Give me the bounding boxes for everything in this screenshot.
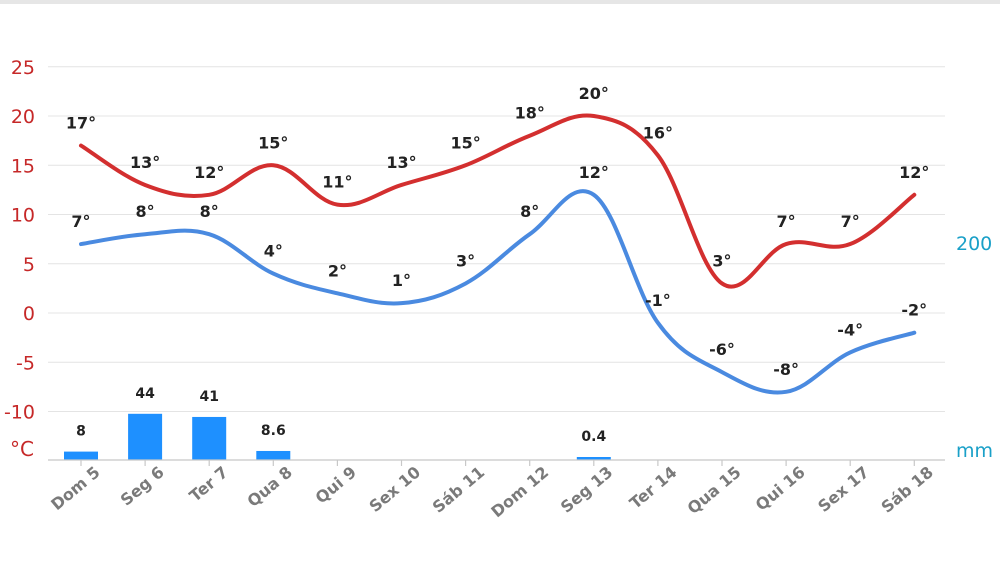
precip-bar bbox=[256, 450, 291, 460]
max-temp-label: 12° bbox=[899, 163, 929, 182]
y-tick-label: 10 bbox=[11, 205, 35, 227]
precip-bar bbox=[128, 413, 163, 460]
max-temp-label: 16° bbox=[643, 123, 673, 142]
precip-label: 8.6 bbox=[261, 423, 286, 439]
precip-bar bbox=[192, 416, 227, 460]
x-tick-label: Seg 6 bbox=[117, 463, 168, 510]
y-tick-label: 5 bbox=[23, 254, 35, 276]
y-tick-label: -10 bbox=[4, 402, 35, 424]
min-temp-label: 4° bbox=[264, 242, 283, 261]
x-tick-label: Seg 13 bbox=[557, 463, 616, 517]
max-temp-label: 7° bbox=[841, 212, 860, 231]
min-temp-label: 1° bbox=[392, 271, 411, 290]
y-tick-label: 0 bbox=[23, 303, 35, 325]
max-temperature-line bbox=[79, 113, 917, 289]
temperature-lines bbox=[79, 113, 917, 395]
min-temp-label: 8° bbox=[136, 202, 155, 221]
min-temp-label: 12° bbox=[579, 163, 609, 182]
precip-axis-label: 200 bbox=[956, 233, 992, 255]
min-temperature-line bbox=[79, 189, 917, 395]
precipitation-bars bbox=[64, 413, 611, 460]
x-tick-label: Dom 5 bbox=[47, 463, 103, 515]
x-tick-label: Ter 14 bbox=[626, 463, 681, 513]
max-temp-label: 3° bbox=[712, 251, 731, 270]
y-tick-label: 20 bbox=[11, 106, 35, 128]
max-temp-label: 13° bbox=[130, 153, 160, 172]
x-tick-label: Sex 10 bbox=[365, 463, 424, 516]
y-tick-label: 15 bbox=[11, 155, 35, 177]
x-tick-label: Qua 8 bbox=[243, 463, 295, 511]
y-tick-label: 25 bbox=[11, 57, 35, 79]
max-temp-label: 7° bbox=[777, 212, 796, 231]
precip-label: 0.4 bbox=[581, 429, 606, 445]
precip-label: 44 bbox=[135, 386, 155, 402]
x-tick-label: Sex 17 bbox=[814, 463, 873, 516]
precip-label: 41 bbox=[199, 389, 218, 405]
min-temp-label: -1° bbox=[645, 291, 671, 310]
precip-bar bbox=[64, 451, 98, 460]
min-temp-label: 3° bbox=[456, 251, 475, 270]
max-temp-label: 20° bbox=[579, 84, 609, 103]
max-temp-label: 17° bbox=[66, 114, 96, 133]
data-labels: 8 44 41 8.6 0.4 17° 13° 12° 15° 11° 13° 15° 18° 20° 16… bbox=[66, 84, 930, 445]
precip-bar bbox=[576, 457, 611, 460]
max-temp-label: 13° bbox=[386, 153, 416, 172]
y-unit-label: °C bbox=[10, 437, 34, 461]
x-tick-label: Qua 15 bbox=[684, 463, 745, 518]
min-temp-label: 2° bbox=[328, 261, 347, 280]
top-divider bbox=[0, 0, 1000, 4]
min-temp-label: 7° bbox=[71, 212, 90, 231]
min-temp-label: 8° bbox=[200, 202, 219, 221]
x-tick-label: Qui 9 bbox=[312, 463, 360, 508]
x-tick-label: Sáb 11 bbox=[429, 463, 488, 517]
y-tick-label: -5 bbox=[16, 352, 35, 374]
x-tick-label: Ter 7 bbox=[186, 463, 232, 506]
min-temp-label: -2° bbox=[901, 301, 927, 320]
precip-label: 8 bbox=[76, 424, 86, 440]
max-temp-label: 15° bbox=[450, 133, 480, 152]
x-tick-label: Qui 16 bbox=[752, 463, 809, 515]
max-temp-label: 15° bbox=[258, 133, 288, 152]
min-temp-label: -6° bbox=[709, 340, 735, 359]
max-temp-label: 18° bbox=[515, 104, 545, 123]
min-temp-label: -4° bbox=[837, 320, 863, 339]
precip-unit-label: mm bbox=[956, 440, 993, 462]
max-temp-label: 12° bbox=[194, 163, 224, 182]
x-tick-label: Sáb 18 bbox=[877, 463, 936, 517]
grid-lines bbox=[48, 66, 945, 412]
x-tick-label: Dom 12 bbox=[487, 463, 552, 522]
min-temp-label: -8° bbox=[773, 360, 799, 379]
max-temp-label: 11° bbox=[322, 173, 352, 192]
min-temp-label: 8° bbox=[520, 202, 539, 221]
